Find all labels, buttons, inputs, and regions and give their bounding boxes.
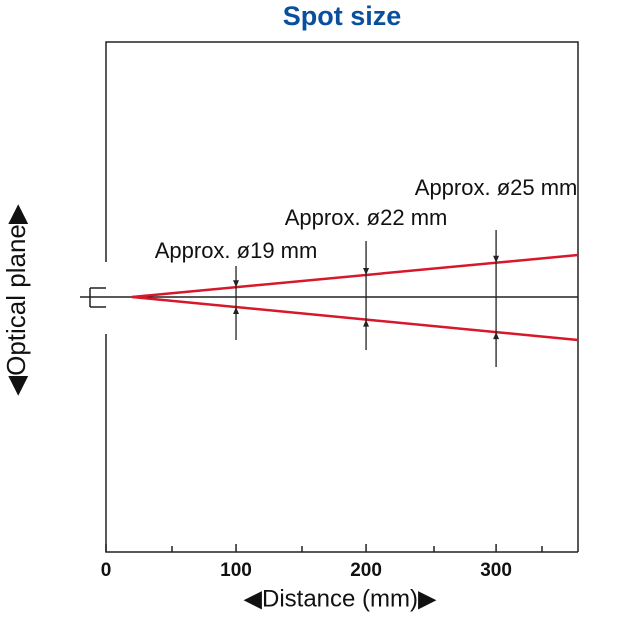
x-axis-label: ◀Distance (mm)▶ bbox=[244, 585, 437, 612]
arrow bbox=[493, 255, 500, 263]
chart-title: Spot size bbox=[283, 1, 402, 31]
minor-ticks bbox=[171, 546, 543, 552]
arrow bbox=[363, 319, 370, 327]
spot-label: Approx. ø19 mm bbox=[155, 238, 318, 263]
spot-label: Approx. ø25 mm bbox=[415, 175, 578, 200]
arrow bbox=[233, 280, 240, 288]
arrow bbox=[493, 332, 500, 340]
sensor bbox=[89, 287, 106, 308]
beam-edge bbox=[131, 295, 579, 342]
x-tick-label: 200 bbox=[350, 560, 382, 581]
arrow bbox=[363, 267, 370, 275]
x-tick-label: 300 bbox=[480, 560, 512, 581]
x-tick-label: 0 bbox=[101, 560, 112, 581]
arrow bbox=[233, 307, 240, 315]
beam-edge bbox=[131, 253, 579, 299]
x-tick-label: 100 bbox=[220, 560, 252, 581]
spot-label: Approx. ø22 mm bbox=[285, 205, 448, 230]
y-axis-label: ◀Optical plane▶ bbox=[1, 204, 31, 396]
